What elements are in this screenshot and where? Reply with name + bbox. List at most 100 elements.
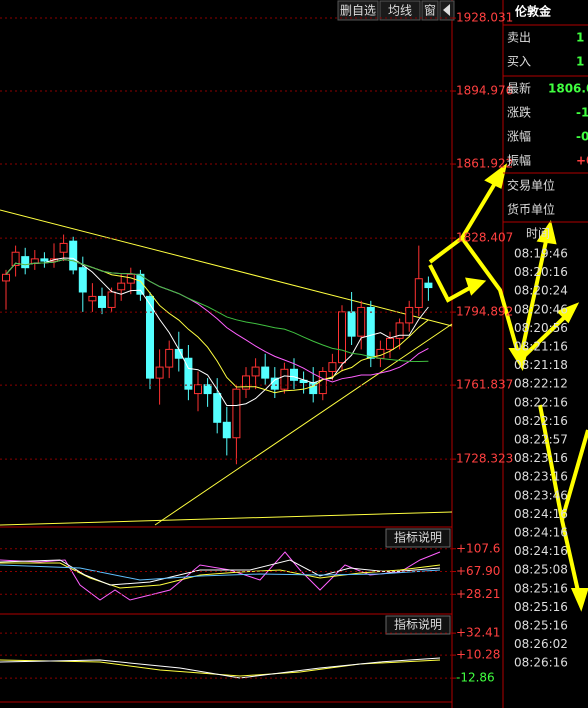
tick-time: 08:22:57 (514, 433, 568, 447)
candle-body (338, 311, 346, 364)
tick-time: 08:19:46 (514, 247, 568, 261)
candle-body (213, 393, 222, 423)
toolbar-button[interactable] (337, 0, 379, 21)
indicator-button-label[interactable]: 指标说明 (394, 617, 442, 632)
candle-body (194, 384, 202, 395)
ind-line (0, 559, 441, 586)
candle-body (136, 273, 145, 295)
candle-body (88, 295, 97, 302)
candle-body (280, 368, 289, 390)
annotation-arrows (428, 163, 588, 612)
y-tick-label: 1761.837 (456, 378, 513, 392)
candle-body (405, 306, 414, 324)
y-tick-label: -12.86 (456, 671, 495, 685)
candle-body (40, 258, 49, 262)
candle-body (2, 273, 10, 282)
candle-body (242, 375, 250, 390)
toolbar-button[interactable] (379, 0, 421, 21)
candle-body (69, 240, 78, 271)
quote-value: +0.1 (576, 154, 588, 168)
tick-time: 08:22:12 (514, 377, 568, 391)
ind-line (0, 564, 441, 581)
candle-body (117, 282, 126, 291)
y-tick-label: 1828.407 (456, 231, 513, 245)
toolbar-label[interactable]: 均线 (388, 4, 412, 18)
toolbar-label[interactable]: 删自选 (340, 4, 376, 18)
candle-body (328, 362, 337, 372)
indicator-button-label[interactable]: 指标说明 (394, 530, 442, 545)
trend-line (0, 209, 453, 327)
quote-label: 卖出 (507, 31, 531, 45)
tick-time: 08:22:16 (514, 414, 568, 428)
tick-time: 08:23:16 (514, 451, 568, 465)
trend-line (154, 323, 453, 526)
candle-body (203, 384, 212, 395)
tick-time: 08:26:02 (514, 637, 568, 651)
y-tick-label: +28.21 (456, 587, 500, 601)
quote-title: 伦敦金 (515, 4, 552, 19)
tick-time: 08:24:16 (514, 544, 568, 558)
ma-line (5, 258, 429, 362)
candle-body (251, 366, 260, 377)
candle-body (155, 366, 164, 379)
tick-time: 08:26:16 (514, 656, 568, 670)
tick-time: 08:20:16 (514, 265, 568, 279)
arrow-head (484, 163, 508, 189)
candle-body (146, 295, 154, 379)
y-tick-label: 1728.323 (456, 452, 513, 466)
arrow-head (556, 302, 580, 324)
tick-time: 08:24:16 (514, 526, 568, 540)
tick-time: 08:23:46 (514, 488, 568, 502)
candle-body (107, 291, 116, 308)
candle-body (366, 306, 375, 359)
indicator-button[interactable] (385, 528, 451, 548)
tick-time: 08:20:56 (514, 321, 568, 335)
candle-body (78, 267, 87, 293)
quote-label: 振幅 (507, 153, 531, 168)
quote-value: 1 (576, 31, 584, 45)
tick-time: 08:25:16 (514, 581, 568, 595)
indicator-button[interactable] (385, 615, 451, 635)
quote-label: 买入 (507, 55, 531, 69)
candle-body (386, 337, 394, 350)
quote-label: 涨跌 (507, 105, 531, 120)
arrow-head (465, 277, 487, 296)
toolbar-icon (443, 4, 450, 16)
candle-body (395, 322, 404, 339)
candle-body (59, 242, 68, 253)
candle-body (232, 388, 241, 439)
arrow (518, 231, 550, 361)
arrow (460, 236, 522, 361)
y-tick-label: +107.6 (456, 541, 500, 555)
candle-body (30, 258, 39, 264)
ind-line (0, 551, 441, 601)
y-tick-label: +67.90 (456, 564, 500, 578)
arrow (560, 519, 582, 601)
unit-label: 货币单位 (507, 202, 555, 217)
candle-body (98, 295, 106, 308)
tick-time: 08:20:24 (514, 284, 568, 298)
tick-time: 08:21:18 (514, 358, 568, 372)
y-tick-label: +32.41 (456, 626, 500, 640)
arrow-head (570, 588, 588, 612)
toolbar-button[interactable] (421, 0, 439, 21)
candle-body (21, 256, 30, 269)
ma-line (5, 257, 429, 407)
quote-value: 1806.0 (548, 82, 588, 96)
tick-time: 08:25:16 (514, 600, 568, 614)
tick-time: 08:21:16 (514, 340, 568, 354)
candle-body (424, 282, 433, 289)
unit-label: 交易单位 (507, 178, 555, 193)
quote-value: -1.0 (576, 106, 588, 120)
ticks-header: 时间 (526, 227, 550, 241)
candle-body (165, 348, 174, 368)
candle-body (184, 357, 193, 390)
toolbar-label[interactable]: 窗 (424, 4, 436, 18)
y-tick-label: 1894.976 (456, 84, 513, 98)
arrow (428, 264, 476, 303)
arrow-head (536, 220, 557, 245)
candle-body (290, 368, 298, 381)
